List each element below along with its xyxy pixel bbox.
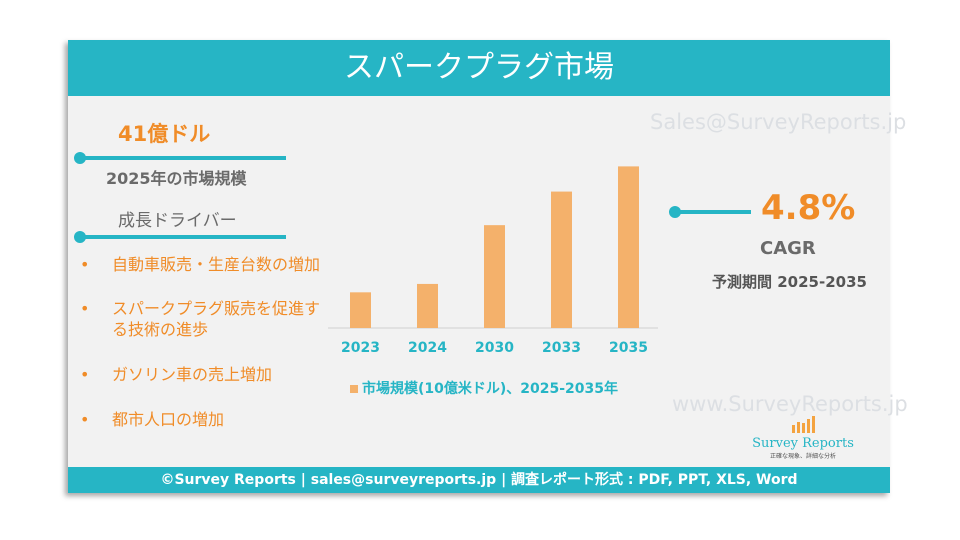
market-size-label: 2025年の市場規模 xyxy=(106,169,247,188)
bar-2035 xyxy=(618,166,639,328)
bar-2033 xyxy=(551,191,572,328)
x-tick-label: 2023 xyxy=(341,340,380,356)
bar-chart-logo-icon xyxy=(792,416,815,433)
cagr-value: 4.8% xyxy=(761,188,856,228)
bar-2023 xyxy=(350,292,371,328)
page-title: スパークプラグ市場 xyxy=(68,40,890,96)
watermark-url: www.SurveyReports.jp xyxy=(672,392,908,416)
bar-2024 xyxy=(417,283,438,328)
bar-2030 xyxy=(484,225,505,328)
driver-item: • スパークプラグ販売を促進する技術の進歩 xyxy=(80,299,321,339)
drivers-title: 成長ドライバー xyxy=(118,211,237,231)
driver-item: • 自動車販売・生産台数の増加 xyxy=(80,255,321,274)
forecast-period: 予測期間 2025-2035 xyxy=(712,273,867,291)
survey-reports-logo: Survey Reports 正確な現象、詳細な分析 xyxy=(748,415,858,460)
divider-line xyxy=(675,210,751,214)
bar-chart: 2023 2024 2030 2033 2035 xyxy=(328,166,658,356)
legend-swatch xyxy=(350,385,358,393)
footer-contact: ©Survey Reports | sales@surveyreports.jp… xyxy=(68,467,890,493)
x-tick-label: 2024 xyxy=(408,340,447,356)
cagr-label: CAGR xyxy=(760,238,816,259)
x-tick-label: 2030 xyxy=(475,340,514,356)
driver-item: • 都市人口の増加 xyxy=(80,410,225,429)
watermark-email: Sales@SurveyReports.jp xyxy=(650,110,907,134)
chart-legend: 市場規模(10億米ドル)、2025-2035年 xyxy=(350,378,618,398)
x-tick-label: 2033 xyxy=(542,340,581,356)
infographic-card: スパークプラグ市場 Sales@SurveyReports.jp www.Sur… xyxy=(68,40,908,493)
divider-line xyxy=(80,156,286,160)
market-size-value: 41億ドル xyxy=(118,122,211,146)
x-tick-label: 2035 xyxy=(609,340,648,356)
driver-item: • ガソリン車の売上増加 xyxy=(80,365,273,384)
divider-line xyxy=(80,235,286,239)
